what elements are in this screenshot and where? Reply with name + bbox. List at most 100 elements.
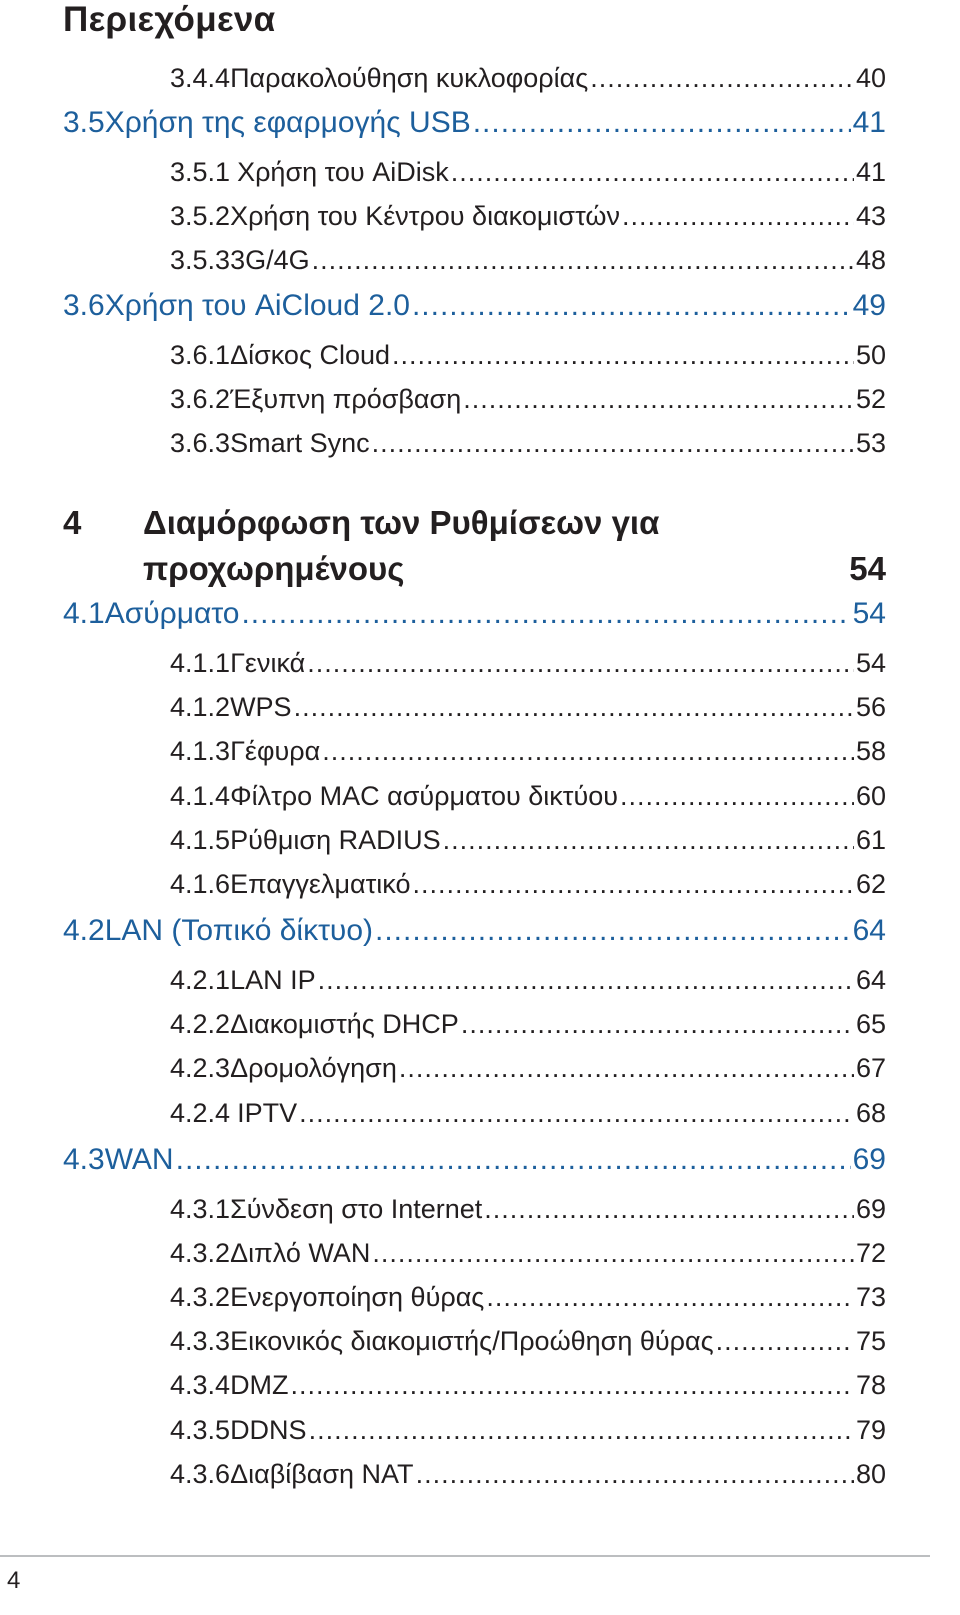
toc-entry[interactable]: 3.6 Χρήση του AiCloud 2.0 49 — [63, 282, 886, 330]
dot-leader — [372, 1231, 854, 1275]
toc-heading: Περιεχόμενα — [63, 0, 276, 39]
toc-entry[interactable]: 4.1.5 Ρύθμιση RADIUS 61 — [170, 818, 886, 862]
entry-title: Έξυπνη πρόσβαση — [230, 384, 462, 414]
toc-entry[interactable]: 4.3.4 DMZ 78 — [170, 1363, 886, 1407]
dot-leader — [312, 238, 854, 282]
toc-entry[interactable]: 3.5 Χρήση της εφαρμογής USB 41 — [63, 99, 886, 147]
dot-leader — [399, 1046, 854, 1090]
dot-leader — [590, 56, 854, 100]
entry-number: 4.2.4 — [170, 1098, 231, 1128]
dot-leader — [241, 590, 850, 638]
toc-entry[interactable]: 4.3.2 Διπλό WAN 72 — [170, 1231, 886, 1275]
entry-page: 40 — [855, 63, 886, 93]
entry-number: 3.5.1 — [170, 157, 231, 187]
footer-divider — [0, 1555, 930, 1557]
dot-leader — [291, 1363, 854, 1407]
entry-number: 3.6.3 — [170, 428, 231, 458]
dot-leader — [463, 377, 854, 421]
chapter-page: 54 — [849, 550, 886, 587]
entry-page: 54 — [852, 597, 886, 630]
toc-entry[interactable]: 4.1.6 Επαγγελματικό 62 — [170, 862, 886, 906]
entry-page: 54 — [855, 648, 886, 678]
toc-entry[interactable]: 3.6.2 Έξυπνη πρόσβαση 52 — [170, 377, 886, 421]
entry-page: 43 — [855, 201, 886, 231]
entry-number: 4.3.4 — [170, 1370, 231, 1400]
entry-page: 41 — [852, 106, 886, 139]
toc-entry[interactable]: 3.6.3 Smart Sync 53 — [170, 421, 886, 465]
entry-title: Γενικά — [230, 648, 306, 678]
toc-entry[interactable]: 4.2.4 IPTV 68 — [170, 1091, 886, 1135]
dot-leader — [443, 818, 854, 862]
toc-entry[interactable]: 3.4.4 Παρακολούθηση κυκλοφορίας 40 — [170, 56, 886, 100]
entry-page: 49 — [852, 289, 886, 322]
toc-entry[interactable]: 4.2.2 Διακομιστής DHCP 65 — [170, 1002, 886, 1046]
toc-entry[interactable]: 4.1.2 WPS 56 — [170, 685, 886, 729]
entry-number: 4.3 — [63, 1143, 105, 1176]
toc-entry[interactable]: 4.1 Ασύρματο 54 — [63, 590, 886, 638]
toc-entry[interactable]: 3.5.3 3G/4G 48 — [170, 238, 886, 282]
dot-leader — [620, 774, 854, 818]
entry-title: LAN IP — [230, 965, 316, 995]
toc-entry[interactable]: 4.1.3 Γέφυρα 58 — [170, 729, 886, 773]
entry-title: Φίλτρο MAC ασύρματου δικτύου — [230, 781, 619, 811]
entry-page: 67 — [855, 1053, 886, 1083]
toc-entry[interactable]: 4.3.3 Εικονικός διακομιστής/Προώθηση θύρ… — [170, 1319, 886, 1363]
entry-page: 48 — [855, 245, 886, 275]
entry-title: WAN — [104, 1143, 174, 1176]
dot-leader — [486, 1275, 854, 1319]
footer-page-number: 4 — [7, 1567, 21, 1594]
toc-entry[interactable]: 4.3.1 Σύνδεση στο Internet 69 — [170, 1187, 886, 1231]
toc-entry[interactable]: 3.5.2 Χρήση του Κέντρου διακομιστών 43 — [170, 194, 886, 238]
toc-entry[interactable]: 4.1.4 Φίλτρο MAC ασύρματου δικτύου 60 — [170, 774, 886, 818]
entry-number: 3.5.3 — [170, 245, 231, 275]
entry-page: 50 — [855, 340, 886, 370]
toc-entry[interactable]: 4.3.5 DDNS 79 — [170, 1408, 886, 1452]
entry-number: 4.1.4 — [170, 781, 231, 811]
dot-leader — [473, 99, 851, 147]
toc-entry[interactable]: 4.1.1 Γενικά 54 — [170, 641, 886, 685]
entry-page: 62 — [855, 869, 886, 899]
toc-entry[interactable]: 4.2 LAN (Τοπικό δίκτυο) 64 — [63, 907, 886, 955]
toc-entry[interactable]: 4.2.3 Δρομολόγηση 67 — [170, 1046, 886, 1090]
entry-number: 4.1.1 — [170, 648, 231, 678]
entry-title: Smart Sync — [230, 428, 370, 458]
entry-page: 72 — [855, 1238, 886, 1268]
toc-entry[interactable]: 3.6.1 Δίσκος Cloud 50 — [170, 333, 886, 377]
entry-title: Χρήση του Κέντρου διακομιστών — [230, 201, 620, 231]
entry-page: 69 — [852, 1143, 886, 1176]
entry-number: 4.2.3 — [170, 1053, 231, 1083]
toc-entry[interactable]: 4.3 WAN 69 — [63, 1136, 886, 1184]
entry-page: 56 — [855, 692, 886, 722]
entry-title: Παρακολούθηση κυκλοφορίας — [230, 63, 589, 93]
toc-entry[interactable]: 3.5.1 Χρήση του AiDisk 41 — [170, 150, 886, 194]
entry-number: 4.2 — [63, 914, 105, 947]
entry-page: 68 — [855, 1098, 886, 1128]
dot-leader — [322, 729, 854, 773]
entry-title: Επαγγελματικό — [230, 869, 411, 899]
toc-entry[interactable]: 4.2.1 LAN IP 64 — [170, 958, 886, 1002]
entry-number: 3.5.2 — [170, 201, 231, 231]
dot-leader — [318, 958, 854, 1002]
entry-title: Ενεργοποίηση θύρας — [230, 1282, 485, 1312]
entry-number: 4.3.1 — [170, 1194, 231, 1224]
dot-leader — [622, 194, 854, 238]
dot-leader — [294, 685, 854, 729]
dot-leader — [416, 1452, 854, 1496]
dot-leader — [372, 421, 854, 465]
entry-number: 3.5 — [63, 106, 105, 139]
entry-number: 4.1.5 — [170, 825, 231, 855]
entry-number: 4.3.6 — [170, 1459, 231, 1489]
dot-leader — [412, 282, 851, 330]
chapter-heading[interactable]: 4 Διαμόρφωση των Ρυθμίσεων για προχωρημέ… — [63, 500, 886, 592]
dot-leader — [451, 150, 854, 194]
toc-entry[interactable]: 4.3.2 Ενεργοποίηση θύρας 73 — [170, 1275, 886, 1319]
dot-leader — [176, 1136, 851, 1184]
dot-leader — [461, 1002, 854, 1046]
entry-page: 79 — [855, 1415, 886, 1445]
entry-number: 4.1.6 — [170, 869, 231, 899]
entry-number: 3.6 — [63, 289, 105, 322]
entry-page: 73 — [855, 1282, 886, 1312]
dot-leader — [716, 1319, 854, 1363]
toc-entry[interactable]: 4.3.6 Διαβίβαση NAT 80 — [170, 1452, 886, 1496]
dot-leader — [484, 1187, 854, 1231]
